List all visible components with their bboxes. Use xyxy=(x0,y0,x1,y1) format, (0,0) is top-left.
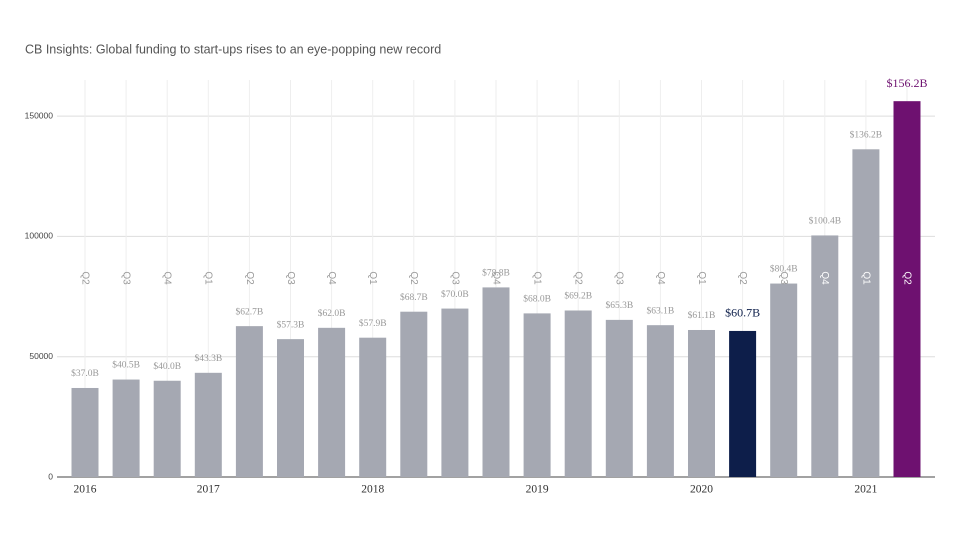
value-label: $62.7B xyxy=(236,306,264,317)
quarter-label: Q1 xyxy=(203,271,214,285)
bar xyxy=(112,379,140,477)
quarter-label: Q2 xyxy=(901,271,912,285)
x-year-label: 2021 xyxy=(854,484,877,496)
value-label: $68.0B xyxy=(523,294,551,305)
quarter-label: Q1 xyxy=(860,271,871,285)
quarter-label: Q2 xyxy=(79,271,90,285)
value-label: $40.0B xyxy=(153,361,181,372)
bar xyxy=(400,311,428,477)
bar xyxy=(852,149,880,477)
bar xyxy=(153,380,181,477)
quarter-label: Q3 xyxy=(614,271,625,285)
y-tick-label: 50000 xyxy=(29,351,53,361)
quarter-label: Q1 xyxy=(696,271,707,285)
bar xyxy=(441,308,469,477)
value-label: $69.2B xyxy=(564,291,592,302)
value-label: $57.9B xyxy=(359,318,387,329)
bar xyxy=(893,101,921,477)
bar xyxy=(811,235,839,477)
bar xyxy=(71,387,99,477)
chart-title: CB Insights: Global funding to start-ups… xyxy=(25,42,441,56)
quarter-label: Q3 xyxy=(449,271,460,285)
value-label: $63.1B xyxy=(647,305,675,316)
quarter-label: Q4 xyxy=(655,271,666,285)
x-year-label: 2018 xyxy=(361,484,384,496)
bar xyxy=(482,287,510,477)
bar xyxy=(770,283,798,477)
bar xyxy=(688,329,715,477)
value-label: $136.2B xyxy=(850,129,882,140)
value-label: $40.5B xyxy=(112,360,140,371)
quarter-label: Q4 xyxy=(326,271,337,285)
quarter-label: Q2 xyxy=(573,271,584,285)
value-label: $37.0B xyxy=(71,368,99,379)
quarter-label: Q1 xyxy=(531,271,542,285)
value-label: $80.4B xyxy=(770,264,798,275)
x-year-label: 2020 xyxy=(690,484,713,496)
y-tick-label: 150000 xyxy=(25,110,54,120)
value-label: $156.2B xyxy=(886,76,927,90)
bar xyxy=(605,319,633,477)
quarter-label: Q2 xyxy=(244,271,255,285)
quarter-label: Q4 xyxy=(490,271,501,285)
value-label: $62.0B xyxy=(318,308,346,319)
value-label: $65.3B xyxy=(605,300,633,311)
bar xyxy=(564,310,592,477)
value-label: $78.8B xyxy=(482,268,510,279)
bar xyxy=(359,337,387,477)
x-year-label: 2017 xyxy=(197,484,220,496)
quarter-label: Q3 xyxy=(120,271,131,285)
value-label: $60.7B xyxy=(725,306,760,320)
quarter-label: Q1 xyxy=(367,271,378,285)
x-year-label: 2016 xyxy=(74,484,97,496)
quarter-label: Q2 xyxy=(408,271,419,285)
quarter-label: Q3 xyxy=(285,271,296,285)
x-year-label: 2019 xyxy=(526,484,549,496)
y-tick-label: 0 xyxy=(48,471,53,481)
bar xyxy=(318,327,346,477)
bar xyxy=(235,326,263,477)
bar xyxy=(729,330,757,477)
quarter-label: Q4 xyxy=(819,271,830,285)
bar xyxy=(277,339,304,477)
quarter-label: Q4 xyxy=(162,271,173,285)
value-label: $43.3B xyxy=(194,353,222,364)
y-tick-label: 100000 xyxy=(25,231,54,241)
value-label: $57.3B xyxy=(277,319,305,330)
quarter-label: Q3 xyxy=(778,271,789,285)
bar xyxy=(646,325,674,477)
quarter-label: Q2 xyxy=(737,271,748,285)
value-label: $70.0B xyxy=(441,289,469,300)
value-label: $61.1B xyxy=(688,310,716,321)
bar xyxy=(523,313,551,477)
value-label: $100.4B xyxy=(809,216,841,227)
value-label: $68.7B xyxy=(400,292,428,303)
bar xyxy=(194,372,222,477)
